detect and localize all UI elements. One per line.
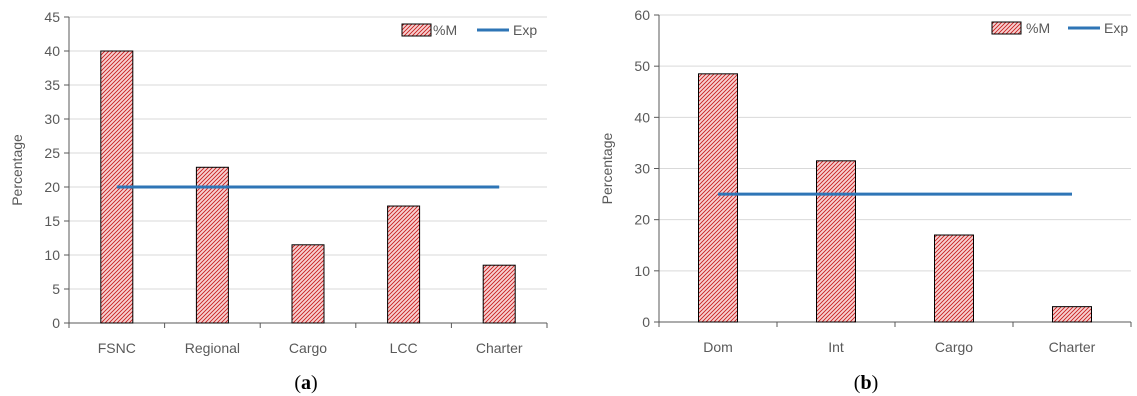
y-tick-label: 35	[44, 77, 60, 93]
y-axis-label: Percentage	[9, 134, 25, 206]
x-tick-label: FSNC	[98, 340, 136, 356]
x-tick-label: Dom	[703, 339, 733, 355]
x-tick-label: LCC	[390, 340, 418, 356]
x-tick-label: Charter	[476, 340, 523, 356]
legend-label-pct-m: %M	[433, 22, 457, 38]
y-tick-label: 30	[44, 111, 60, 127]
chart-panel-a: 0 5 10 15 20 25 30 35 40 45 FSNC Regional Cargo LCC Ch…	[9, 9, 548, 394]
y-tick-label: 20	[634, 212, 650, 228]
legend-label-exp: Exp	[1104, 20, 1128, 36]
legend-label-pct-m: %M	[1026, 20, 1050, 36]
y-tick-label: 50	[634, 58, 650, 74]
bar-pct-mM	[387, 205, 421, 324]
panel-letter: b	[860, 372, 871, 394]
y-tick-label: 25	[44, 145, 60, 161]
y-tick-label: 0	[52, 315, 60, 331]
bar-pct-mM	[482, 264, 516, 324]
panel-letter: a	[301, 372, 311, 394]
panel-caption: (b)	[854, 372, 878, 394]
y-tick-label: 20	[44, 179, 60, 195]
bar-pct-mM	[1052, 306, 1092, 323]
legend-label-exp: Exp	[513, 22, 537, 38]
y-tick-label: 40	[44, 43, 60, 59]
y-tick-label: 30	[634, 161, 650, 177]
y-tick-label: 10	[634, 263, 650, 279]
x-tick-label: Cargo	[289, 340, 327, 356]
bar-pct-mM	[698, 73, 738, 323]
chart-panel-b: 0 10 20 30 40 50 60 Dom Int Cargo Charter Percentag…	[599, 7, 1132, 394]
bar-pct-mM	[934, 234, 974, 323]
y-axis-label: Percentage	[599, 132, 615, 204]
x-tick-label: Int	[828, 339, 844, 355]
panel-caption: (a)	[294, 372, 317, 394]
bar-pct-mM	[291, 244, 325, 324]
y-tick-label: 60	[634, 7, 650, 23]
y-tick-label: 40	[634, 109, 650, 125]
bar-pct-mM	[195, 166, 229, 324]
legend-swatch-pct-m	[401, 23, 432, 37]
y-tick-label: 45	[44, 9, 60, 25]
x-tick-label: Cargo	[935, 339, 973, 355]
y-tick-label: 15	[44, 213, 60, 229]
y-tick-label: 10	[44, 247, 60, 263]
x-tick-label: Charter	[1049, 339, 1096, 355]
bar-pct-mM	[816, 160, 856, 323]
legend-swatch-pct-m	[991, 21, 1022, 35]
y-tick-label: 0	[642, 314, 650, 330]
x-tick-label: Regional	[185, 340, 240, 356]
y-tick-label: 5	[52, 281, 60, 297]
